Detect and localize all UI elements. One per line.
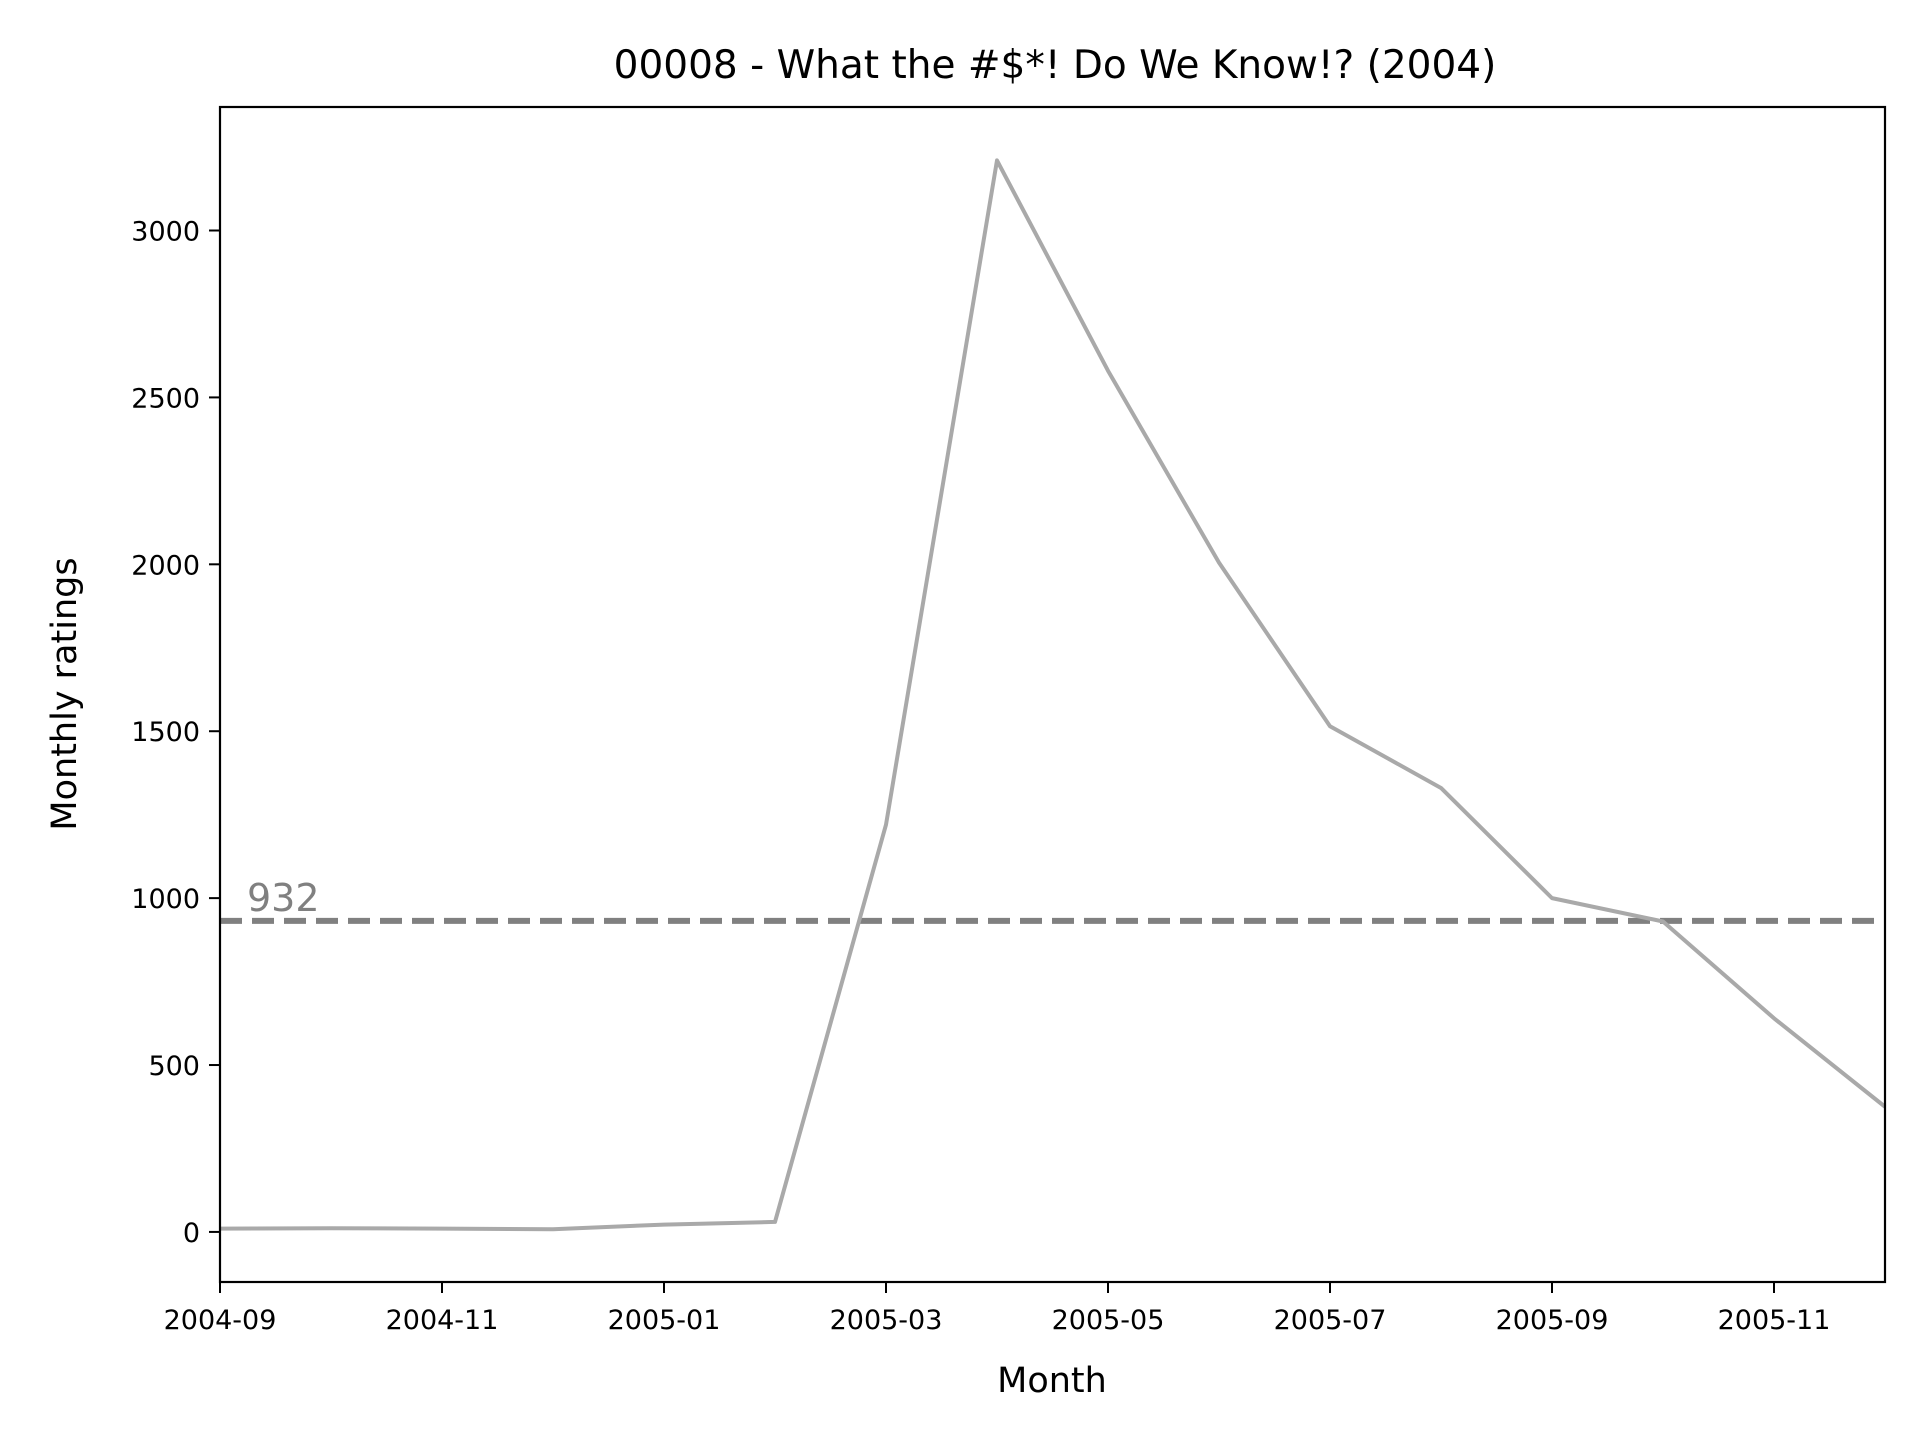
y-tick-label-1: 500	[148, 1051, 200, 1082]
y-axis: 0 500 1000 1500 2000 2500 3000	[131, 217, 220, 1249]
y-tick-label-4: 2000	[131, 550, 200, 581]
series-line-0	[219, 158, 1887, 1232]
x-tick-label-5: 2005-07	[1274, 1305, 1387, 1336]
x-tick-label-4: 2005-05	[1052, 1305, 1165, 1336]
y-axis-label: Monthly ratings	[45, 557, 85, 830]
x-tick-label-2: 2005-01	[608, 1305, 721, 1336]
chart-title: 00008 - What the #$*! Do We Know!? (2004…	[614, 43, 1497, 88]
x-axis-label: Month	[997, 1361, 1107, 1401]
x-tick-label-0: 2004-09	[164, 1305, 277, 1336]
x-tick-label-1: 2004-11	[386, 1305, 499, 1336]
y-tick-label-3: 1500	[131, 717, 200, 748]
y-tick-label-0: 0	[183, 1218, 200, 1249]
x-axis: 2004-09 2004-11 2005-01 2005-03 2005-05 2005-…	[164, 1282, 1831, 1336]
x-tick-label-6: 2005-09	[1496, 1305, 1609, 1336]
y-tick-label-2: 1000	[131, 884, 200, 915]
plot-area: 932	[219, 158, 1887, 1232]
y-tick-label-5: 2500	[131, 383, 200, 414]
y-tick-label-6: 3000	[131, 217, 200, 248]
reference-line-label: 932	[247, 876, 320, 920]
plot-frame	[218, 105, 1887, 1284]
x-tick-label-3: 2005-03	[830, 1305, 943, 1336]
x-tick-label-7: 2005-11	[1718, 1305, 1831, 1336]
